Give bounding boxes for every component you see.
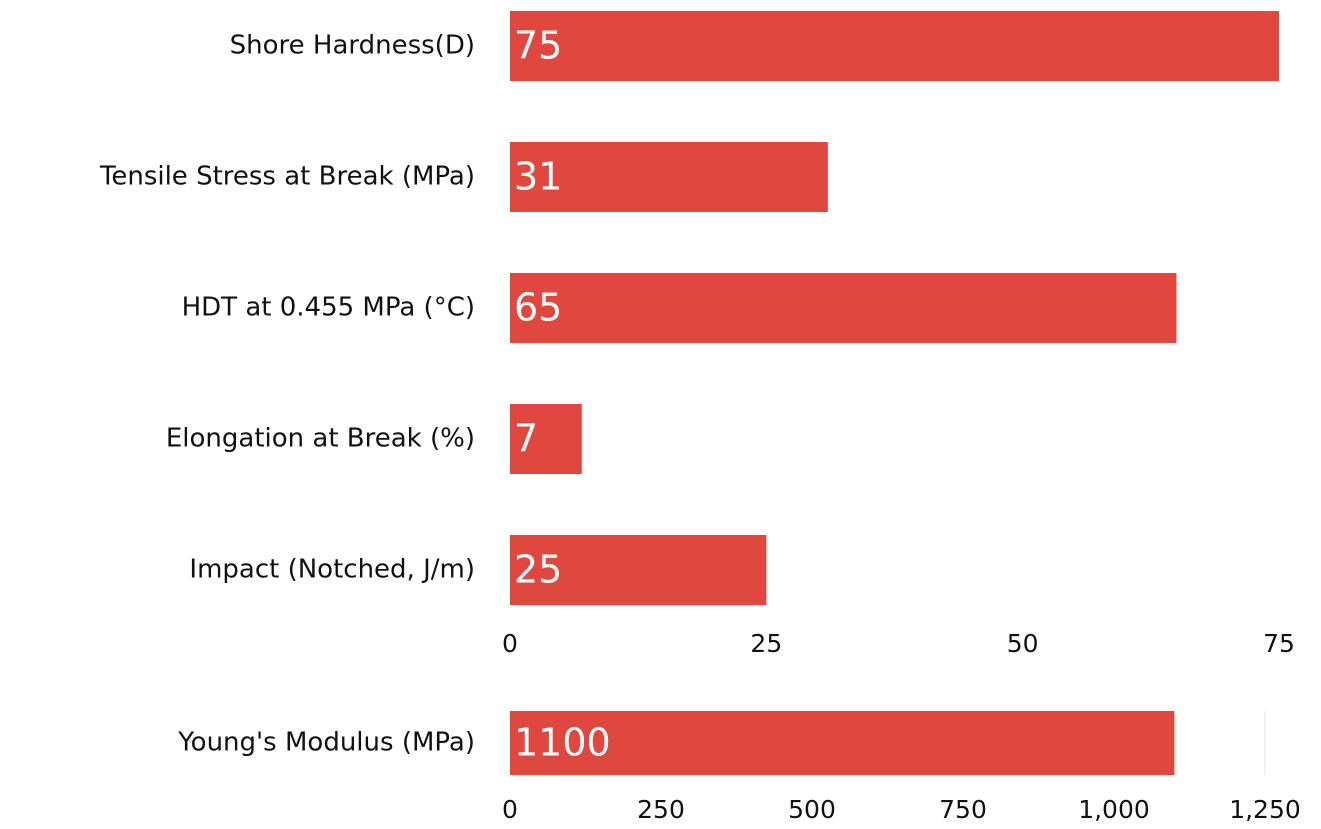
value-label: 25 [514, 548, 562, 592]
x-tick-label: 50 [1007, 629, 1039, 658]
value-label: 65 [514, 286, 562, 330]
x-tick-label: 1,000 [1078, 795, 1150, 824]
value-label: 7 [514, 417, 538, 461]
bar [510, 142, 828, 212]
bar [510, 11, 1279, 81]
x-tick-label: 75 [1263, 629, 1295, 658]
category-label: Shore Hardness(D) [230, 31, 475, 61]
bar [510, 404, 582, 474]
x-tick-label: 0 [502, 795, 518, 824]
x-tick-label: 750 [939, 795, 987, 824]
x-tick-label: 0 [502, 629, 518, 658]
bar [510, 273, 1177, 343]
category-label: Elongation at Break (%) [166, 424, 475, 454]
category-label: HDT at 0.455 MPa (°C) [182, 293, 475, 323]
value-label: 75 [514, 24, 562, 68]
category-label: Young's Modulus (MPa) [177, 728, 475, 758]
category-label: Tensile Stress at Break (MPa) [99, 162, 475, 192]
bar [510, 535, 767, 605]
x-tick-label: 250 [637, 795, 685, 824]
value-label: 1100 [514, 721, 611, 765]
value-label: 31 [514, 155, 562, 199]
x-tick-label: 25 [750, 629, 782, 658]
bar [510, 711, 1175, 775]
x-tick-label: 1,250 [1229, 795, 1301, 824]
category-label: Impact (Notched, J/m) [189, 555, 475, 585]
x-tick-label: 500 [788, 795, 836, 824]
